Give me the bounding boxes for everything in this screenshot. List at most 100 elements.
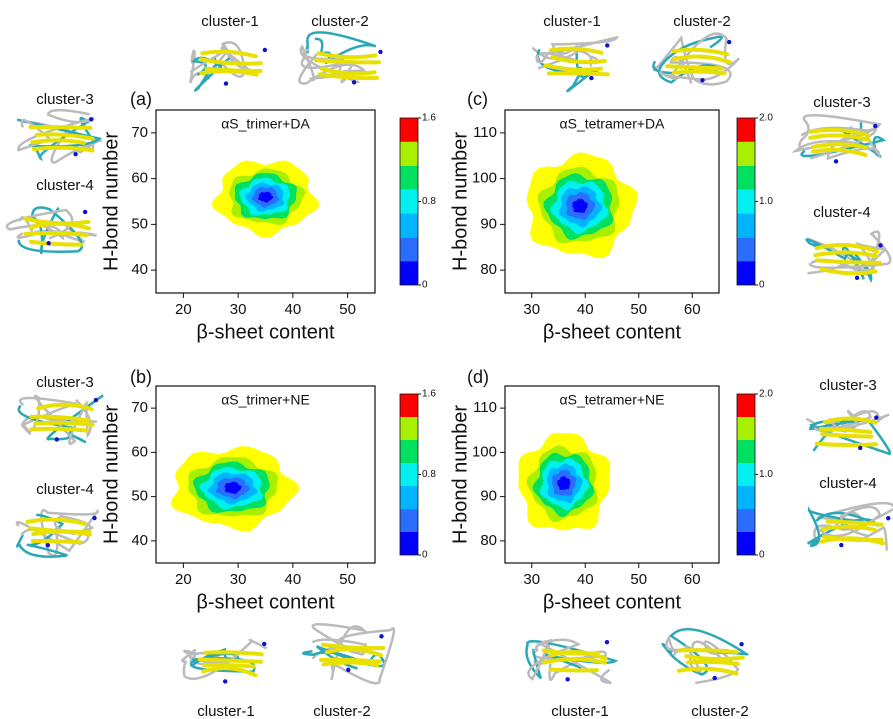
protein-structure [302,623,396,685]
y-tick-label: 70 [131,124,148,141]
y-tick-label: 110 [473,399,497,416]
beta-strand [811,147,868,157]
y-axis-label: H-bond number [449,132,471,271]
y-tick-label: 60 [131,170,148,187]
terminus [346,667,351,673]
y-tick-label: 80 [480,532,497,549]
coil [527,638,612,685]
protein-structure [17,394,104,446]
coil [311,627,396,685]
beta-strand [549,650,608,661]
colorbar-band [400,417,418,440]
terminus [712,675,717,681]
colorbar-tick-label: 2.0 [759,389,773,400]
y-tick-label: 40 [131,532,148,549]
terminus [854,275,860,280]
panel-letter: (d) [467,367,489,387]
colorbar-tick-label: 0.8 [422,469,436,480]
beta-strand [30,538,83,545]
beta-strand [30,138,86,145]
beta-strand [549,667,600,673]
x-axis-label: β-sheet content [543,591,682,613]
colorbar-band [737,237,755,262]
terminus [82,209,88,215]
x-tick-label: 30 [523,571,540,588]
colorbar-band [737,417,755,440]
coil [181,638,268,680]
beta-strand [319,657,382,664]
colorbar-tick-label: 1.6 [422,389,436,400]
y-tick-label: 80 [480,261,497,278]
x-tick-label: 50 [630,571,647,588]
terminus [223,81,229,86]
colorbar-band [400,486,418,509]
panel-letter: (c) [467,89,488,109]
y-tick-label: 40 [131,261,148,278]
y-tick-label: 90 [480,488,497,505]
beta-strand [810,142,869,150]
beta-strand [28,125,93,130]
x-tick-label: 30 [230,301,247,318]
protein-structure [652,32,741,86]
plot-frame [155,385,376,564]
x-tick-label: 60 [684,301,701,318]
colorbar-band [737,118,755,142]
beta-strand [676,666,739,676]
cluster-label: cluster-2 [313,703,371,719]
terminus [886,516,891,521]
cluster-label: cluster-1 [551,703,609,719]
coil [535,35,619,70]
x-tick-label: 50 [630,301,647,318]
coil [813,409,890,433]
beta-strand [202,662,256,669]
panel-title: αS_tetramer+NE [560,392,665,408]
coil [15,513,68,558]
colorbar-band [400,189,418,214]
protein-structure [181,638,268,684]
protein-structure [805,230,892,284]
beta-strand [28,239,84,247]
beta-strand [197,657,263,664]
colorbar-band [400,440,418,463]
beta-strand [814,441,879,448]
protein-structure [805,409,892,456]
terminus [262,641,267,647]
x-tick-label: 40 [285,301,302,318]
cluster-label: cluster-3 [813,94,871,111]
terminus [46,241,51,246]
beta-strand [819,267,878,276]
colorbar-tick-label: 1.6 [422,113,436,124]
protein-structure [188,41,268,92]
protein-structure [298,31,383,85]
colorbar-band [400,261,418,285]
y-tick-label: 110 [473,124,497,141]
terminus [739,641,744,647]
beta-strand [34,132,95,141]
colorbar-band [737,165,755,190]
terminus [89,117,94,122]
beta-strand [819,536,885,546]
colorbar-band [737,189,755,214]
beta-strand [818,426,873,435]
terminus [45,542,51,548]
terminus [873,123,878,129]
colorbar-band [737,261,755,285]
beta-strand [33,420,95,427]
terminus [604,639,610,645]
beta-strand [23,231,89,238]
panel-letter: (b) [130,367,152,387]
colorbar-tick-label: 0.8 [422,196,436,207]
cluster-label: cluster-4 [813,204,871,221]
cluster-label: cluster-4 [36,481,94,498]
terminus [833,159,839,164]
terminus [223,679,228,684]
colorbar-band [737,440,755,463]
beta-strand [549,46,604,55]
colorbar-tick-label: 0 [759,280,765,291]
terminus [858,445,863,451]
beta-strand [202,650,264,657]
colorbar-band [400,237,418,262]
coil [653,34,732,86]
beta-strand [808,127,870,138]
